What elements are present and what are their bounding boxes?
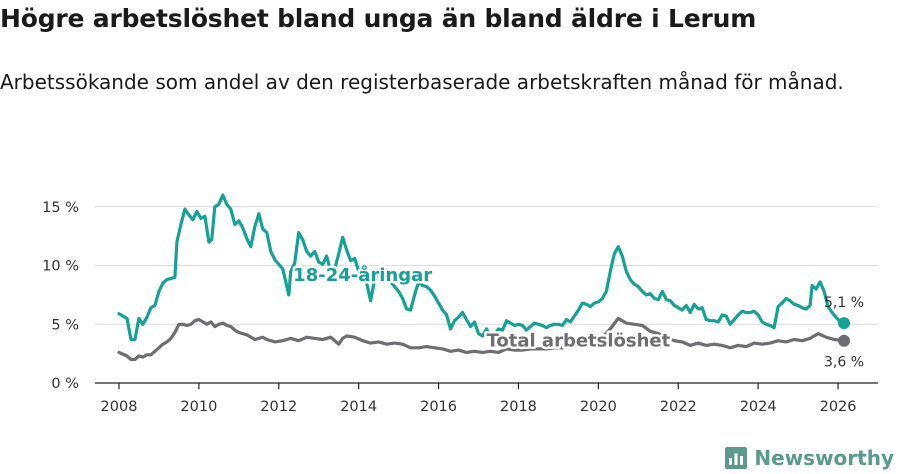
newsworthy-logo-text: Newsworthy <box>754 446 894 470</box>
y-tick-label: 15 % <box>42 200 79 216</box>
series-end-dot-1 <box>838 334 851 347</box>
x-axis: 2008 2010 2012 2014 2016 2018 2020 2022 2024 2026 <box>95 382 878 415</box>
x-tick-label: 2016 <box>420 399 457 415</box>
series-name-label-1: Total arbetslöshet <box>486 331 670 352</box>
y-tick-label: 5 % <box>51 317 79 333</box>
x-tick-label: 2012 <box>260 399 297 415</box>
newsworthy-logo: Newsworthy <box>724 446 894 470</box>
series-end-label-0: 5,1 % <box>824 295 864 311</box>
series-end-dot-0 <box>838 317 851 330</box>
series-labels: 5,1 % 3,6 % 18-24-åringar Total arbetslöshe… <box>291 261 864 371</box>
newsworthy-logo-icon <box>725 447 748 469</box>
x-tick-label: 2020 <box>580 399 617 415</box>
chart-subtitle: Arbetssökande som andel av den registerb… <box>0 70 844 94</box>
x-tick-label: 2008 <box>101 399 138 415</box>
x-tick-label: 2026 <box>820 399 857 415</box>
chart-title: Högre arbetslöshet bland unga än bland ä… <box>0 4 757 33</box>
series-line-0 <box>117 193 846 342</box>
x-tick-label: 2018 <box>500 399 537 415</box>
y-axis: 0 % 5 % 10 % 15 % <box>42 200 79 392</box>
x-tick-label: 2010 <box>180 399 217 415</box>
x-tick-label: 2024 <box>740 399 777 415</box>
y-tick-label: 10 % <box>42 259 79 275</box>
x-tick-label: 2022 <box>660 399 697 415</box>
series-line-1 <box>117 316 846 362</box>
y-tick-label: 0 % <box>51 376 79 392</box>
series-name-label-0: 18-24-åringar <box>293 264 432 286</box>
series-lines <box>117 193 846 362</box>
series-end-label-1: 3,6 % <box>824 355 864 371</box>
x-tick-label: 2014 <box>340 399 377 415</box>
